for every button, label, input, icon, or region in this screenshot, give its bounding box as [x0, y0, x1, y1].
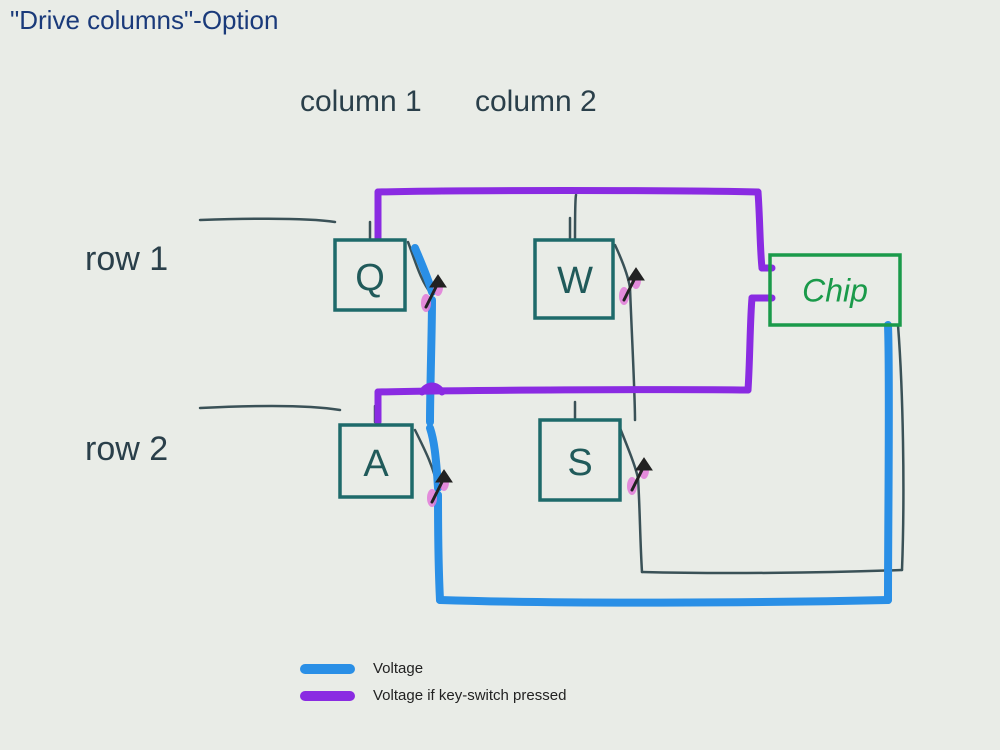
- legend: Voltage Voltage if key-switch pressed: [300, 660, 566, 714]
- legend-voltage: Voltage: [300, 660, 566, 677]
- legend-pressed-label: Voltage if key-switch pressed: [373, 687, 566, 704]
- key-A-label: A: [363, 443, 389, 485]
- matrix-diagram: Q W A S Chip: [0, 0, 1000, 750]
- key-boxes: Q W A S: [335, 240, 620, 500]
- chip-label: Chip: [802, 272, 868, 308]
- key-S-label: S: [567, 442, 592, 484]
- legend-voltage-swatch: [300, 664, 355, 674]
- key-Q-label: Q: [355, 257, 385, 299]
- legend-pressed-swatch: [300, 691, 355, 701]
- legend-pressed: Voltage if key-switch pressed: [300, 687, 566, 704]
- legend-voltage-label: Voltage: [373, 660, 423, 677]
- key-W-label: W: [557, 260, 593, 302]
- chip: Chip: [770, 255, 900, 325]
